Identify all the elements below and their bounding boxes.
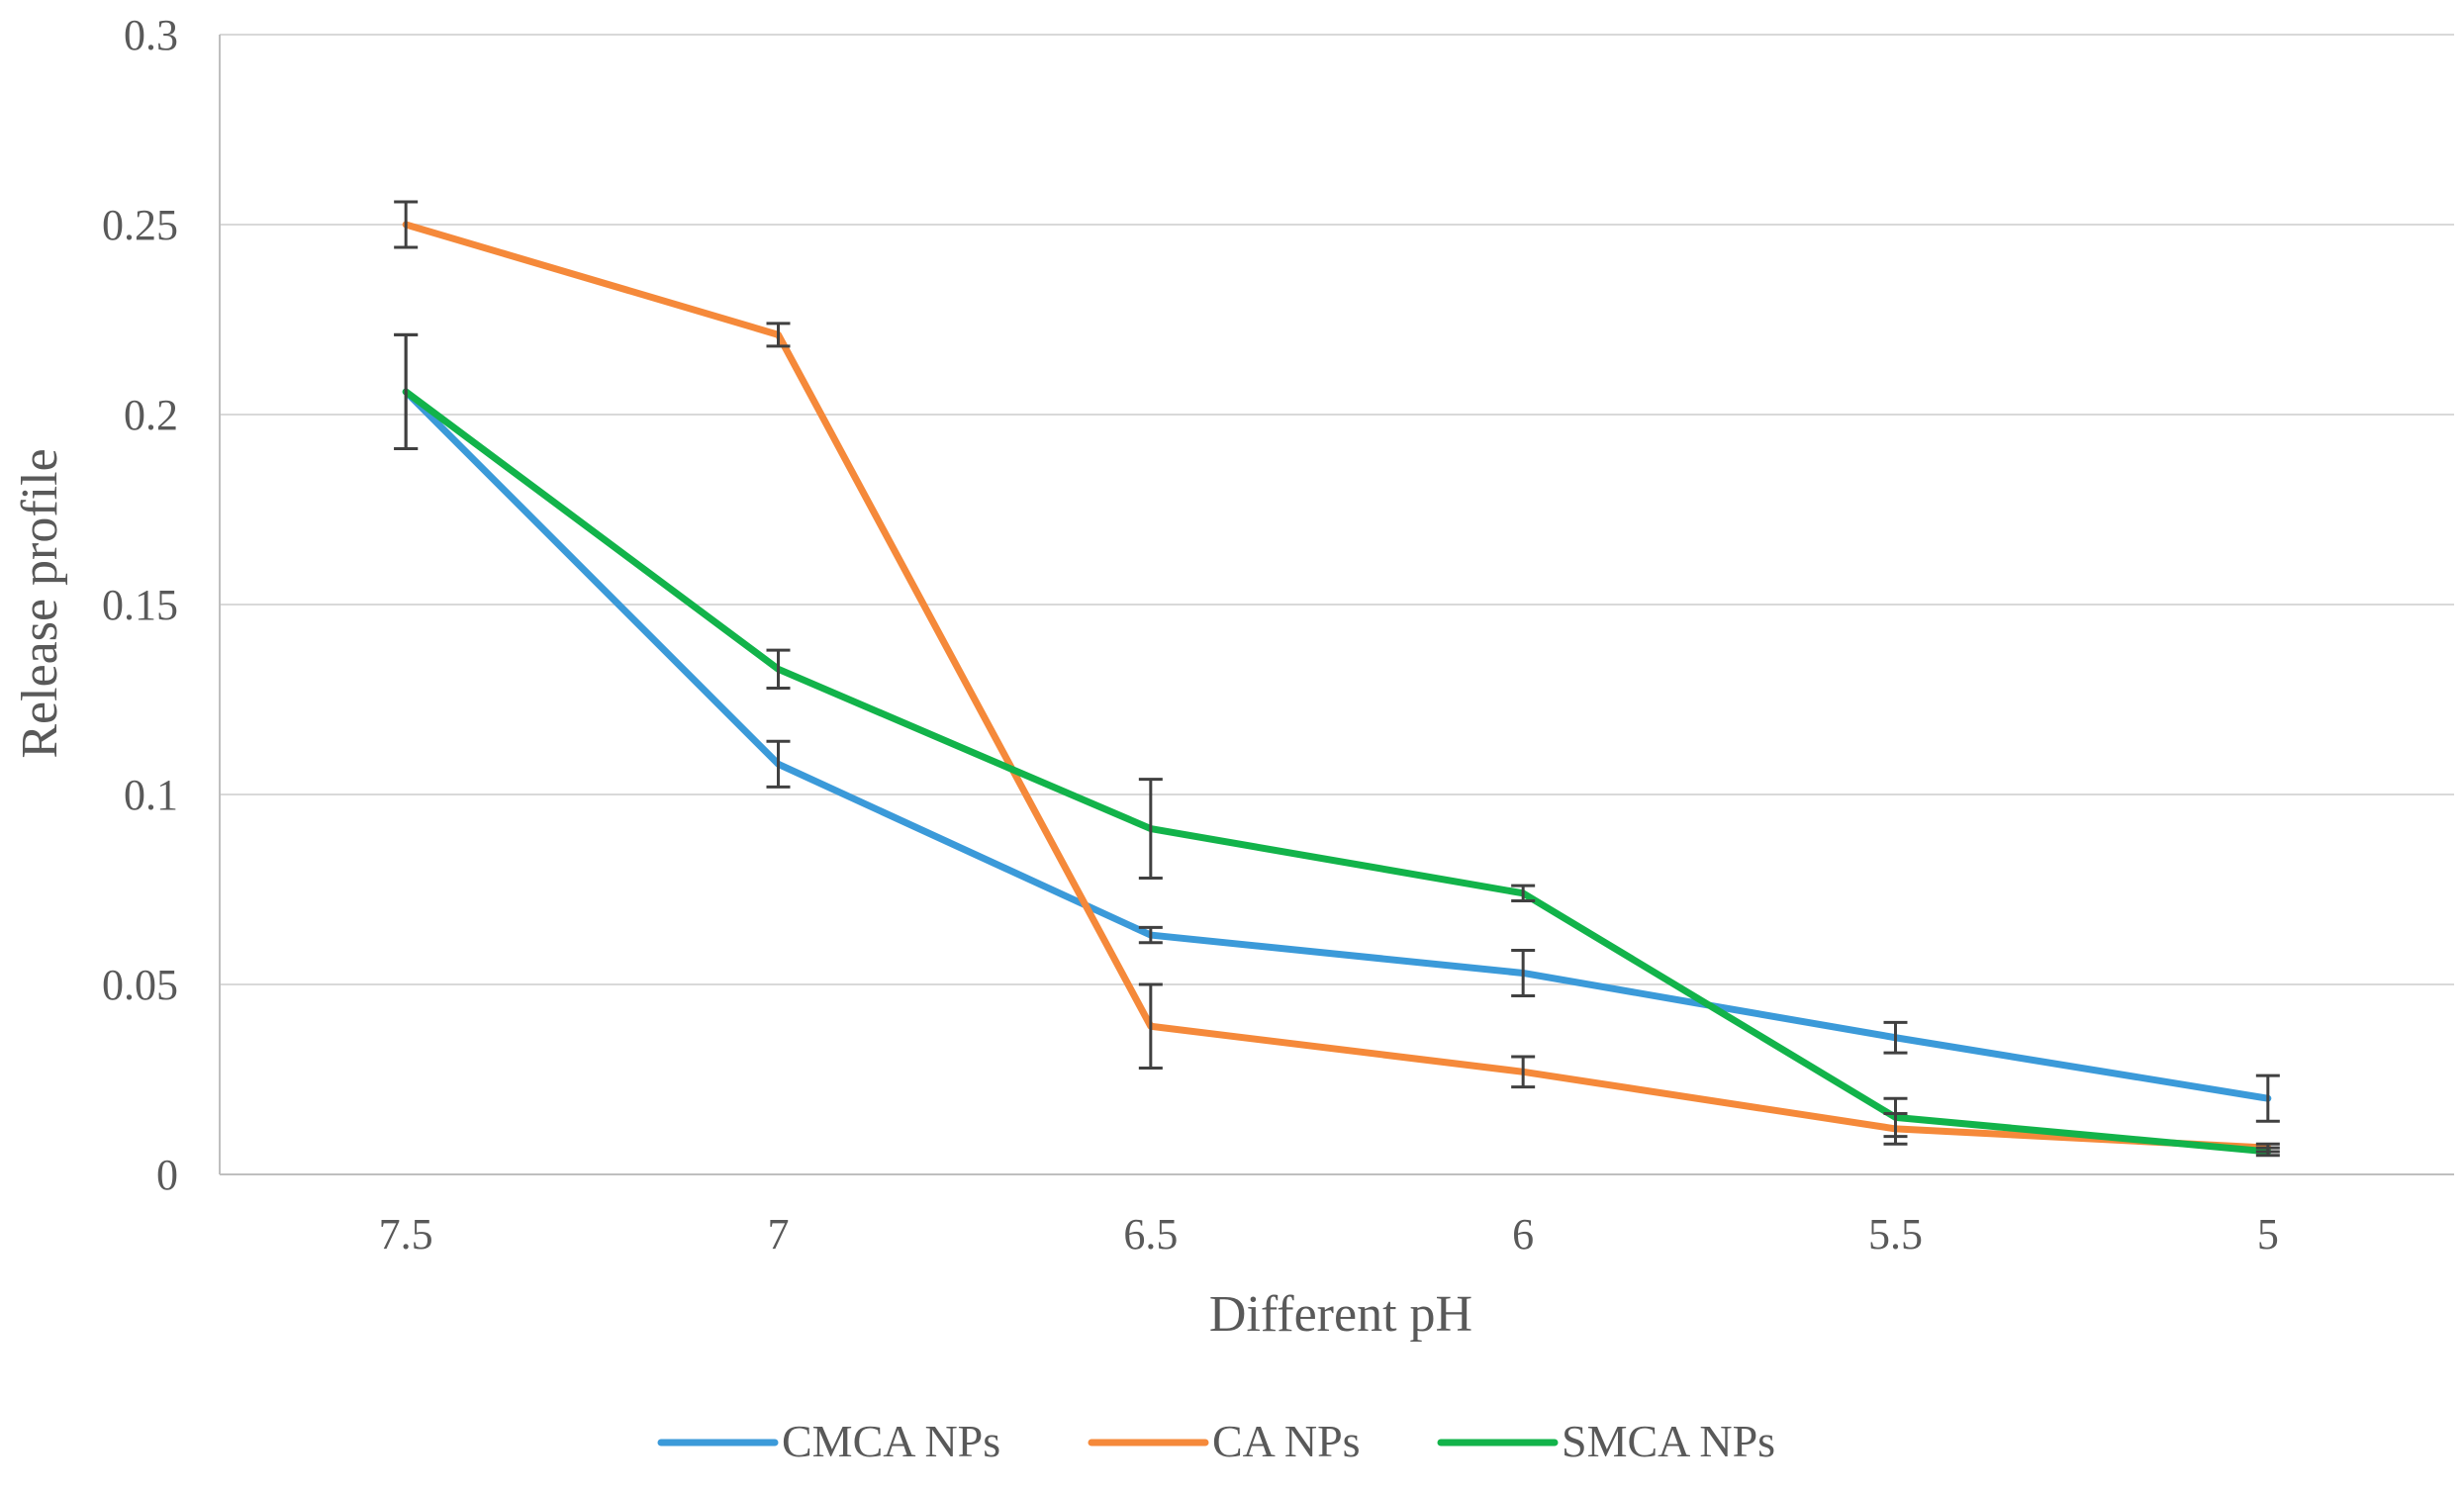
series-line-cmca-nps bbox=[402, 388, 2272, 1102]
y-tick-label-0: 0 bbox=[156, 1151, 178, 1199]
x-tick-label-5: 5 bbox=[2257, 1210, 2279, 1259]
series-line-ca-nps bbox=[402, 221, 2272, 1152]
legend-item-ca-nps: CA NPs bbox=[1088, 1416, 1361, 1466]
x-tick-label-1: 7 bbox=[768, 1210, 790, 1259]
x-tick-label-4: 5.5 bbox=[1868, 1210, 1923, 1259]
y-tick-label-5: 0.25 bbox=[102, 201, 178, 249]
y-tick-label-2: 0.1 bbox=[124, 771, 178, 819]
y-tick-label-6: 0.3 bbox=[124, 11, 178, 59]
legend-label: CA NPs bbox=[1212, 1416, 1361, 1466]
legend-item-cmca-nps: CMCA NPs bbox=[657, 1416, 1000, 1466]
error-bar-ca-nps-2 bbox=[1138, 982, 1163, 1070]
y-tick-label-1: 0.05 bbox=[102, 961, 178, 1009]
x-tick-label-0: 7.5 bbox=[379, 1210, 433, 1259]
legend-label: CMCA NPs bbox=[782, 1416, 1000, 1466]
error-bar-ca-nps-0 bbox=[394, 200, 419, 249]
y-tick-label-4: 0.2 bbox=[124, 391, 178, 439]
error-bar-cmca-nps-5 bbox=[2255, 1073, 2280, 1123]
x-tick-labels: 7.5 7 6.5 6 5.5 5 bbox=[379, 1210, 2279, 1259]
error-bar-smca-nps-3 bbox=[1511, 884, 1536, 903]
y-tick-label-3: 0.15 bbox=[102, 581, 178, 629]
error-bar-smca-nps-2 bbox=[1138, 778, 1163, 880]
x-axis-title: Different pH bbox=[1209, 1286, 1472, 1343]
axes bbox=[219, 35, 2454, 1175]
series-lines bbox=[402, 221, 2272, 1156]
x-tick-label-2: 6.5 bbox=[1123, 1210, 1178, 1259]
error-bar-cmca-nps-3 bbox=[1511, 948, 1536, 998]
legend: CMCA NPs CA NPs SMCA NPs bbox=[657, 1416, 1775, 1466]
y-axis-title: Release profile bbox=[12, 448, 68, 758]
error-bars bbox=[394, 200, 2280, 1158]
error-bar-cmca-nps-2 bbox=[1138, 925, 1163, 945]
error-bar-cmca-nps-4 bbox=[1883, 1020, 1908, 1055]
error-bar-ca-nps-1 bbox=[766, 322, 791, 348]
series-line-smca-nps bbox=[402, 388, 2272, 1156]
error-bar-ca-nps-3 bbox=[1511, 1055, 1536, 1089]
y-tick-labels: 0 0.05 0.1 0.15 0.2 0.25 0.3 bbox=[102, 11, 178, 1199]
error-bar-cmca-nps-1 bbox=[766, 739, 791, 789]
error-bar-smca-nps-5 bbox=[2255, 1146, 2280, 1158]
error-bar-smca-nps-0 bbox=[394, 332, 419, 451]
gridlines bbox=[220, 34, 2454, 985]
x-tick-label-3: 6 bbox=[1512, 1210, 1534, 1259]
legend-item-smca-nps: SMCA NPs bbox=[1437, 1416, 1775, 1466]
error-bar-smca-nps-1 bbox=[766, 648, 791, 690]
legend-label: SMCA NPs bbox=[1562, 1416, 1775, 1466]
error-bar-smca-nps-4 bbox=[1883, 1096, 1908, 1139]
